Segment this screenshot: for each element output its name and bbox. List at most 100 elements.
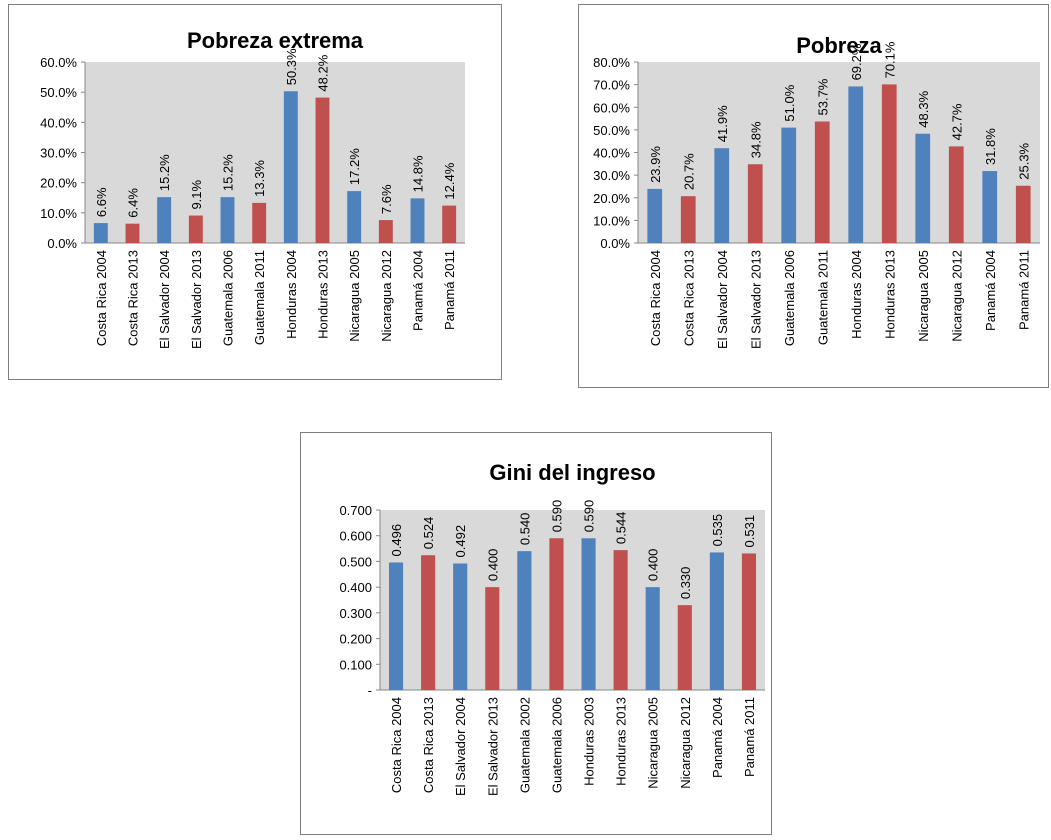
y-tick-label: 0.0% — [600, 236, 630, 251]
value-label: 0.540 — [517, 513, 532, 546]
bar — [982, 171, 998, 243]
value-label: 13.3% — [252, 160, 267, 197]
bar — [157, 197, 172, 243]
value-label: 0.524 — [421, 517, 436, 550]
x-tick-label: Costa Rica 2004 — [94, 250, 109, 346]
bar — [421, 555, 436, 690]
bar — [581, 538, 596, 690]
value-label: 50.3% — [284, 48, 299, 85]
bar — [485, 587, 500, 690]
value-label: 14.8% — [411, 155, 426, 192]
y-tick-label: 0.0% — [47, 236, 77, 251]
bar — [315, 97, 330, 243]
plot-area — [85, 62, 465, 243]
value-label: 0.535 — [710, 514, 725, 547]
x-tick-label: Nicaragua 2005 — [347, 250, 362, 342]
bar — [677, 605, 692, 690]
value-label: 23.9% — [648, 146, 663, 183]
bar — [814, 121, 830, 243]
value-label: 12.4% — [442, 162, 457, 199]
value-label: 0.590 — [549, 500, 564, 533]
y-tick-label: 10.0% — [40, 206, 77, 221]
x-tick-label: Honduras 2004 — [284, 250, 299, 339]
y-tick-label: 60.0% — [593, 100, 630, 115]
chart-title: Gini del ingreso — [489, 460, 655, 485]
y-tick-label: 0.400 — [339, 580, 372, 595]
x-tick-label: Costa Rica 2004 — [389, 697, 404, 793]
value-label: 17.2% — [347, 148, 362, 185]
y-tick-label: 30.0% — [40, 146, 77, 161]
bar — [388, 562, 404, 690]
bar — [741, 553, 757, 690]
value-label: 41.9% — [715, 105, 730, 142]
value-label: 0.590 — [582, 500, 597, 533]
value-label: 34.8% — [748, 121, 763, 158]
bar — [680, 196, 696, 243]
y-tick-label: 30.0% — [593, 168, 630, 183]
y-tick-label: 0.500 — [339, 554, 372, 569]
value-label: 0.400 — [646, 549, 661, 582]
x-tick-label: Costa Rica 2013 — [421, 697, 436, 793]
value-label: 0.544 — [614, 512, 629, 545]
bar — [645, 587, 660, 690]
x-tick-label: Honduras 2003 — [582, 697, 597, 786]
x-tick-label: Nicaragua 2005 — [646, 697, 661, 789]
bar — [1015, 185, 1031, 243]
y-tick-label: 20.0% — [40, 176, 77, 191]
y-tick-label: - — [368, 683, 372, 698]
value-label: 70.1% — [882, 41, 897, 78]
x-tick-label: El Salvador 2004 — [453, 697, 468, 796]
plot-area — [638, 62, 1040, 243]
x-tick-label: Guatemala 2002 — [517, 697, 532, 793]
value-label: 6.4% — [126, 188, 141, 218]
x-tick-label: Costa Rica 2013 — [126, 250, 141, 346]
value-label: 53.7% — [815, 78, 830, 115]
bar — [613, 550, 628, 690]
x-tick-label: Guatemala 2006 — [782, 250, 797, 346]
value-label: 6.6% — [94, 187, 109, 217]
bar — [714, 148, 730, 243]
value-label: 7.6% — [379, 184, 394, 214]
value-label: 20.7% — [681, 153, 696, 190]
value-label: 25.3% — [1016, 142, 1031, 179]
x-tick-label: Honduras 2013 — [614, 697, 629, 786]
bar — [188, 215, 203, 243]
value-label: 0.400 — [485, 549, 500, 582]
x-tick-label: Honduras 2013 — [316, 250, 331, 339]
y-tick-label: 60.0% — [40, 55, 77, 70]
y-tick-label: 40.0% — [40, 115, 77, 130]
bar — [517, 551, 532, 690]
x-tick-label: Guatemala 2011 — [815, 250, 830, 345]
x-tick-label: Honduras 2004 — [849, 250, 864, 339]
x-tick-label: El Salvador 2013 — [485, 697, 500, 796]
bar — [347, 191, 362, 243]
chart-title: Pobreza extrema — [187, 28, 364, 53]
x-tick-label: Costa Rica 2004 — [648, 250, 663, 346]
x-tick-label: Panamá 2004 — [983, 250, 998, 331]
y-tick-label: 50.0% — [593, 123, 630, 138]
bar — [948, 146, 964, 243]
bar — [709, 552, 724, 690]
x-tick-label: Panamá 2011 — [442, 250, 457, 330]
bar — [781, 127, 797, 243]
x-tick-label: Guatemala 2006 — [221, 250, 236, 346]
bar — [647, 188, 663, 243]
y-tick-label: 70.0% — [593, 78, 630, 93]
value-label: 0.496 — [389, 524, 404, 557]
x-tick-label: Costa Rica 2013 — [681, 250, 696, 346]
x-tick-label: Panamá 2004 — [710, 697, 725, 778]
y-tick-label: 20.0% — [593, 191, 630, 206]
value-label: 48.3% — [916, 90, 931, 127]
bar — [125, 223, 140, 243]
x-tick-label: El Salvador 2013 — [189, 250, 204, 349]
value-label: 0.531 — [742, 515, 757, 548]
value-label: 0.492 — [453, 525, 468, 558]
value-label: 42.7% — [949, 103, 964, 140]
bar — [410, 198, 425, 243]
value-label: 69.2% — [849, 43, 864, 80]
bar — [378, 220, 393, 243]
x-tick-label: El Salvador 2004 — [157, 250, 172, 349]
bar — [549, 538, 564, 690]
bar — [848, 86, 864, 243]
